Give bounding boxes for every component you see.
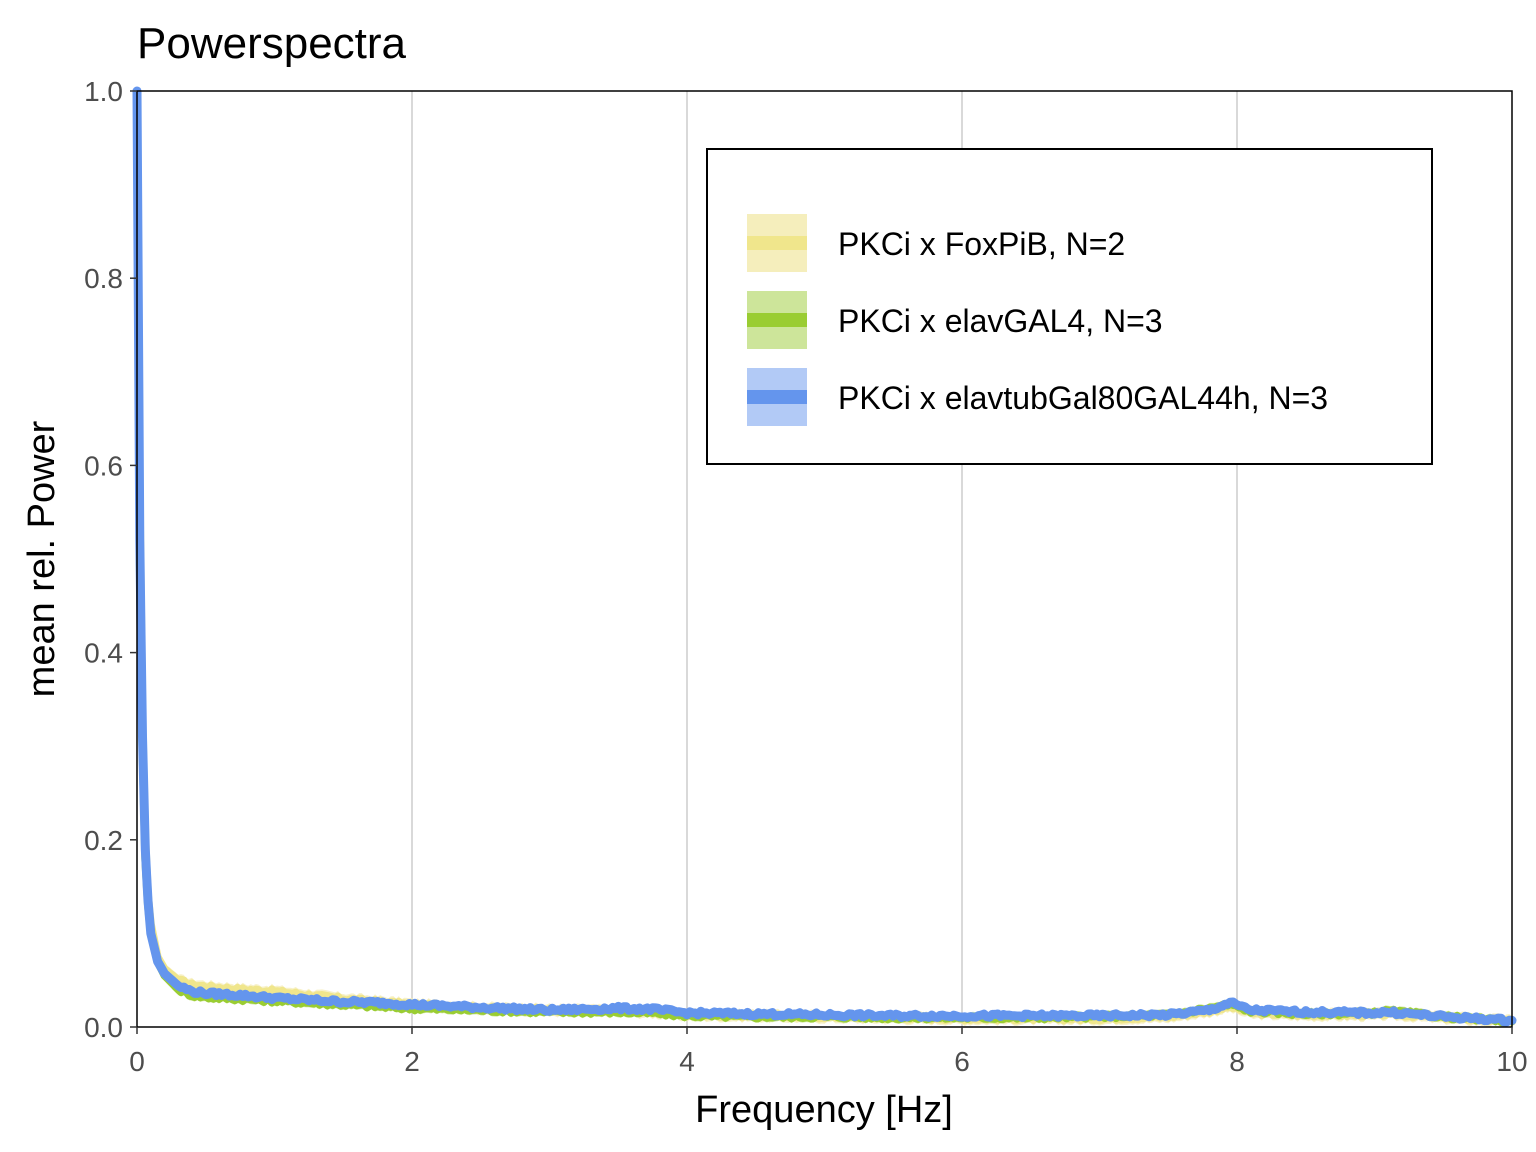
plot-frame [136,90,1513,1028]
tick-layer: 0 2 4 6 8 10 0.0 0.2 0.4 0.6 0.8 1.0 [84,76,1528,1077]
y-tick-label: 0.2 [84,825,123,856]
y-axis-title: mean rel. Power [21,420,63,697]
legend-box [706,148,1433,465]
y-tick-label: 0.4 [84,638,123,669]
line-layer [132,86,1517,1027]
y-tick-label: 1.0 [84,76,123,107]
y-tick-label: 0.0 [84,1012,123,1043]
y-tick-label: 0.6 [84,450,123,481]
x-tick-label: 6 [954,1046,970,1077]
series-line [132,86,1517,1027]
x-tick-label: 10 [1496,1046,1527,1077]
legend: PKCi x FoxPiB, N=2 PKCi x elavGAL4, N=3 PK… [706,148,1433,465]
legend-label: PKCi x elavtubGal80GAL44h, N=3 [838,380,1328,416]
legend-label: PKCi x FoxPiB, N=2 [838,226,1125,262]
chart-title: Powerspectra [137,19,407,68]
x-tick-label: 4 [679,1046,695,1077]
x-tick-label: 0 [129,1046,145,1077]
y-tick-label: 0.8 [84,263,123,294]
x-tick-label: 2 [404,1046,420,1077]
x-axis-title: Frequency [Hz] [695,1089,953,1131]
legend-label: PKCi x elavGAL4, N=3 [838,303,1163,339]
x-tick-label: 8 [1229,1046,1245,1077]
